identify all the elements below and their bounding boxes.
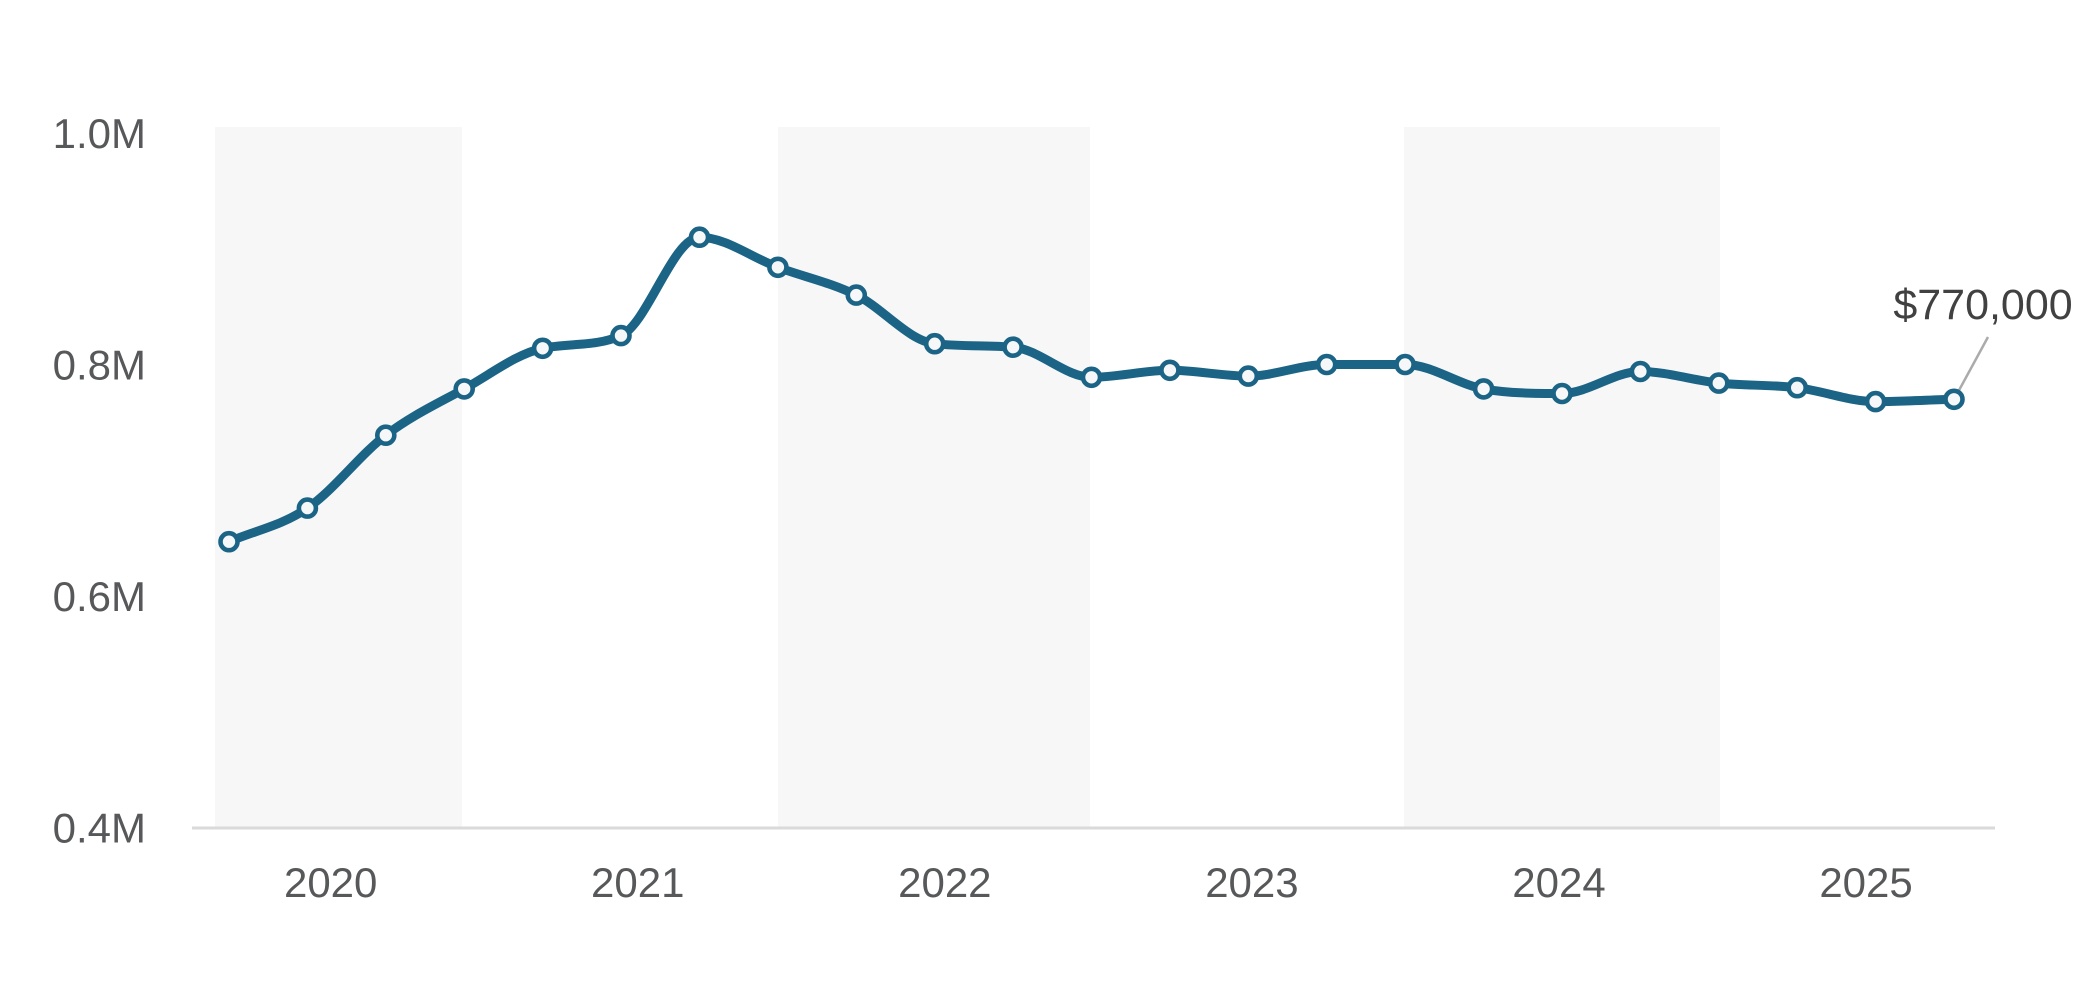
x-axis-tick-label: 2021 bbox=[591, 859, 684, 906]
data-point-marker[interactable] bbox=[296, 497, 319, 519]
last-point-annotation: $770,000 bbox=[1893, 281, 2073, 329]
x-axis-tick-label: 2020 bbox=[284, 859, 377, 906]
y-axis-tick-label: 0.8M bbox=[53, 342, 146, 389]
data-point-marker[interactable] bbox=[1786, 376, 1808, 399]
data-point-marker[interactable] bbox=[1629, 360, 1652, 383]
data-point-marker[interactable] bbox=[218, 530, 240, 553]
data-point-marker[interactable] bbox=[1394, 353, 1416, 376]
year-band bbox=[778, 127, 1090, 828]
year-band bbox=[1404, 127, 1720, 828]
data-point-marker[interactable] bbox=[531, 337, 554, 360]
data-point-marker[interactable] bbox=[1002, 336, 1024, 359]
data-point-marker[interactable] bbox=[1315, 353, 1338, 376]
x-axis-tick-label: 2024 bbox=[1512, 859, 1605, 906]
data-point-marker[interactable] bbox=[610, 324, 632, 347]
data-point-marker[interactable] bbox=[1472, 378, 1495, 400]
y-axis-tick-label: 0.6M bbox=[53, 573, 146, 620]
x-axis-tick-label: 2022 bbox=[898, 859, 991, 906]
data-point-marker[interactable] bbox=[1551, 382, 1573, 405]
y-axis-tick-label: 0.4M bbox=[53, 805, 146, 852]
data-point-marker[interactable] bbox=[845, 284, 868, 306]
data-point-marker[interactable] bbox=[688, 226, 711, 248]
data-point-marker[interactable] bbox=[1080, 366, 1103, 389]
data-point-marker[interactable] bbox=[1237, 365, 1260, 387]
y-axis-tick-label: 1.0M bbox=[53, 110, 146, 157]
data-point-marker[interactable] bbox=[1864, 390, 1887, 413]
x-axis-tick-label: 2025 bbox=[1819, 859, 1912, 906]
data-point-marker[interactable] bbox=[1159, 359, 1181, 382]
data-point-marker[interactable] bbox=[453, 378, 476, 400]
annotation-leader-line bbox=[1955, 336, 1990, 395]
x-axis-tick-label: 2023 bbox=[1205, 859, 1298, 906]
data-point-marker[interactable] bbox=[1708, 372, 1730, 394]
data-point-marker[interactable] bbox=[1943, 388, 1965, 411]
data-point-marker[interactable] bbox=[923, 332, 946, 355]
data-point-marker[interactable] bbox=[374, 424, 397, 447]
data-point-marker[interactable] bbox=[767, 256, 789, 279]
